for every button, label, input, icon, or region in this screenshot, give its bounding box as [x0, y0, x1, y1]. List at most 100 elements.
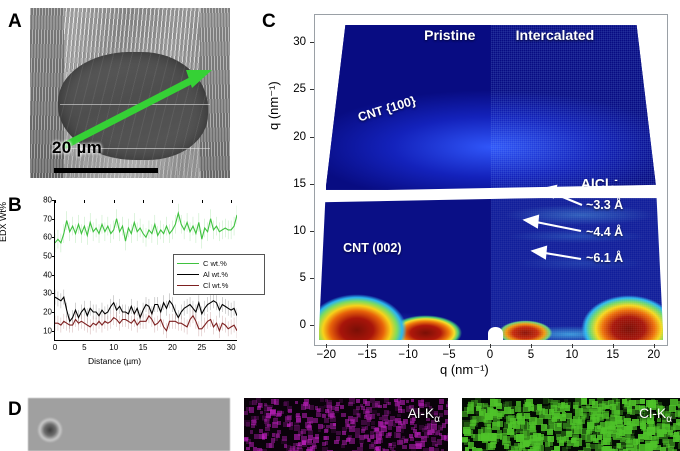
legend-label-cl: Cl wt.% [203, 280, 229, 290]
panel-c-x-tick: 15 [606, 349, 620, 361]
panel-c-x-tick: −15 [357, 349, 377, 361]
cnt-fiber-cross-section [58, 52, 208, 160]
panel-c-x-tickmark [653, 344, 655, 348]
panel-c-x-tick: 10 [565, 349, 579, 361]
panel-c-x-tickmark [530, 344, 532, 348]
panel-c-x-tick: 5 [527, 349, 535, 361]
panel-b-x-tickmark [113, 200, 115, 203]
panel-b-y-tickmark [52, 200, 55, 201]
panel-b-edx-linescan-chart: EDX Wt% C wt.% Al wt.% Cl wt.% 80 70 60 50 4… [0, 196, 265, 368]
legend-label-c: C wt.% [203, 258, 227, 268]
al-label-sub: α [434, 413, 440, 425]
panel-b-x-tickmark [172, 200, 174, 203]
panel-c-y-tick: 10 [293, 224, 306, 237]
panel-b-x-axis-label: Distance (µm) [88, 356, 142, 366]
eds-map-cl: Cl-Kα [462, 398, 680, 451]
al-label-text: Al-K [407, 405, 435, 421]
panel-c-x-tickmark [571, 344, 573, 348]
panel-c-x-tickmark [326, 344, 328, 348]
panel-b-y-tickmark [52, 256, 55, 257]
panel-b-y-tickmark [52, 293, 55, 295]
scalebar-line [54, 168, 158, 173]
panel-b-y-tick: 10 [43, 326, 52, 336]
legend-swatch-al [177, 274, 199, 275]
label-d-spacing-3-3: ~3.3 Å [586, 198, 624, 213]
panel-c-y-axis-label: q (nm⁻¹) [266, 81, 281, 130]
upper-noise-right [490, 24, 657, 190]
legend-item-al: Al wt.% [177, 269, 261, 280]
panel-b-x-tick: 10 [109, 343, 119, 352]
panel-c-letter: C [262, 11, 276, 32]
panel-b-y-tick: 30 [43, 288, 52, 298]
alcl4-charge: - [614, 175, 618, 187]
panel-b-y-tick: 70 [43, 214, 52, 224]
panel-b-x-tick: 25 [197, 343, 207, 352]
panel-b-y-tick: 40 [43, 270, 52, 280]
panel-b-y-tick: 60 [43, 232, 52, 242]
detector-noise [490, 198, 664, 341]
panel-c-x-tick: 20 [647, 349, 661, 361]
al-speckle-layer [244, 398, 448, 451]
panel-b-y-axis-label: EDX Wt% [0, 201, 8, 242]
panel-c-x-tickmark [612, 344, 614, 348]
detector-lower-module [318, 198, 664, 341]
panel-b-y-tick: 50 [43, 251, 52, 261]
panel-c-y-tick: 25 [293, 83, 306, 96]
panel-c-waxs-pattern: q (nm⁻¹) Pristine Intercalated CNT {100}… [266, 10, 678, 382]
eds-map-cl-label: Cl-Kα [639, 405, 672, 425]
panel-b-y-tick: 20 [43, 307, 52, 317]
panel-c-x-tick: −20 [316, 349, 337, 361]
panel-c-y-tick: 20 [293, 130, 306, 143]
legend-swatch-cl [177, 285, 199, 286]
panel-c-y-tickmark [310, 278, 314, 279]
panel-c-y-tick: 15 [293, 177, 306, 190]
eds-map-sem [28, 398, 230, 451]
panel-d-letter: D [8, 399, 22, 420]
legend-swatch-c [177, 263, 199, 264]
panel-c-y-tickmark [310, 136, 314, 138]
cl-speckle-layer [462, 398, 680, 451]
panel-c-y-tickmark [310, 183, 314, 185]
panel-c-x-tick: −10 [398, 349, 418, 361]
panel-b-x-tickmark [84, 200, 86, 203]
label-d-spacing-4-4: ~4.4 Å [586, 224, 624, 239]
panel-c-y-tickmark [310, 89, 314, 91]
green-line-scan-arrow [62, 70, 212, 150]
cl-label-sub: α [666, 413, 672, 425]
panel-b-x-tick: 0 [52, 343, 58, 352]
pristine-scattering [318, 198, 491, 341]
label-d-spacing-6-1: ~6.1 Å [586, 250, 624, 265]
panel-b-x-tickmark [55, 200, 56, 203]
panel-c-y-tickmark [310, 325, 314, 327]
label-cnt-002: CNT (002) [343, 241, 402, 256]
panel-b-plot-area: C wt.% Al wt.% Cl wt.% 80 70 60 50 40 30 20 10 0… [43, 196, 265, 352]
label-pristine: Pristine [424, 26, 476, 43]
panel-c-y-tick: 5 [299, 272, 306, 284]
panel-b-legend: C wt.% Al wt.% Cl wt.% [173, 254, 265, 295]
panel-b-y-tickmark [52, 274, 55, 276]
detector-upper-module [325, 24, 657, 190]
cl-label-text: Cl-K [638, 405, 667, 421]
panel-c-x-tickmark [449, 344, 451, 348]
panel-b-series-lines [55, 203, 237, 339]
label-intercalated: Intercalated [515, 26, 595, 43]
panel-b-x-tickmark [201, 200, 203, 203]
panel-b-x-tick: 30 [226, 343, 236, 352]
intercalated-scattering [490, 198, 664, 341]
panel-c-plot-area: Pristine Intercalated CNT {100} CNT (002… [314, 14, 668, 346]
panel-b-y-tickmark [52, 330, 55, 332]
legend-item-c: C wt.% [177, 258, 261, 269]
d-spacing-arrows [522, 184, 583, 261]
scalebar-label: 20 µm [52, 138, 103, 157]
panel-c-y-tick: 0 [299, 319, 306, 332]
eds-map-al: Al-Kα [244, 398, 448, 451]
cnt-100-ring [325, 24, 657, 190]
guide-line-top [60, 104, 210, 105]
panel-b-x-tick: 20 [167, 343, 177, 352]
panel-b-y-tick: 80 [43, 195, 52, 205]
panel-b-y-tickmark [52, 218, 55, 220]
panel-b-x-tickmark [231, 200, 233, 203]
panel-c-y-tickmark [310, 230, 314, 232]
panel-b-y-tickmark [52, 312, 55, 313]
